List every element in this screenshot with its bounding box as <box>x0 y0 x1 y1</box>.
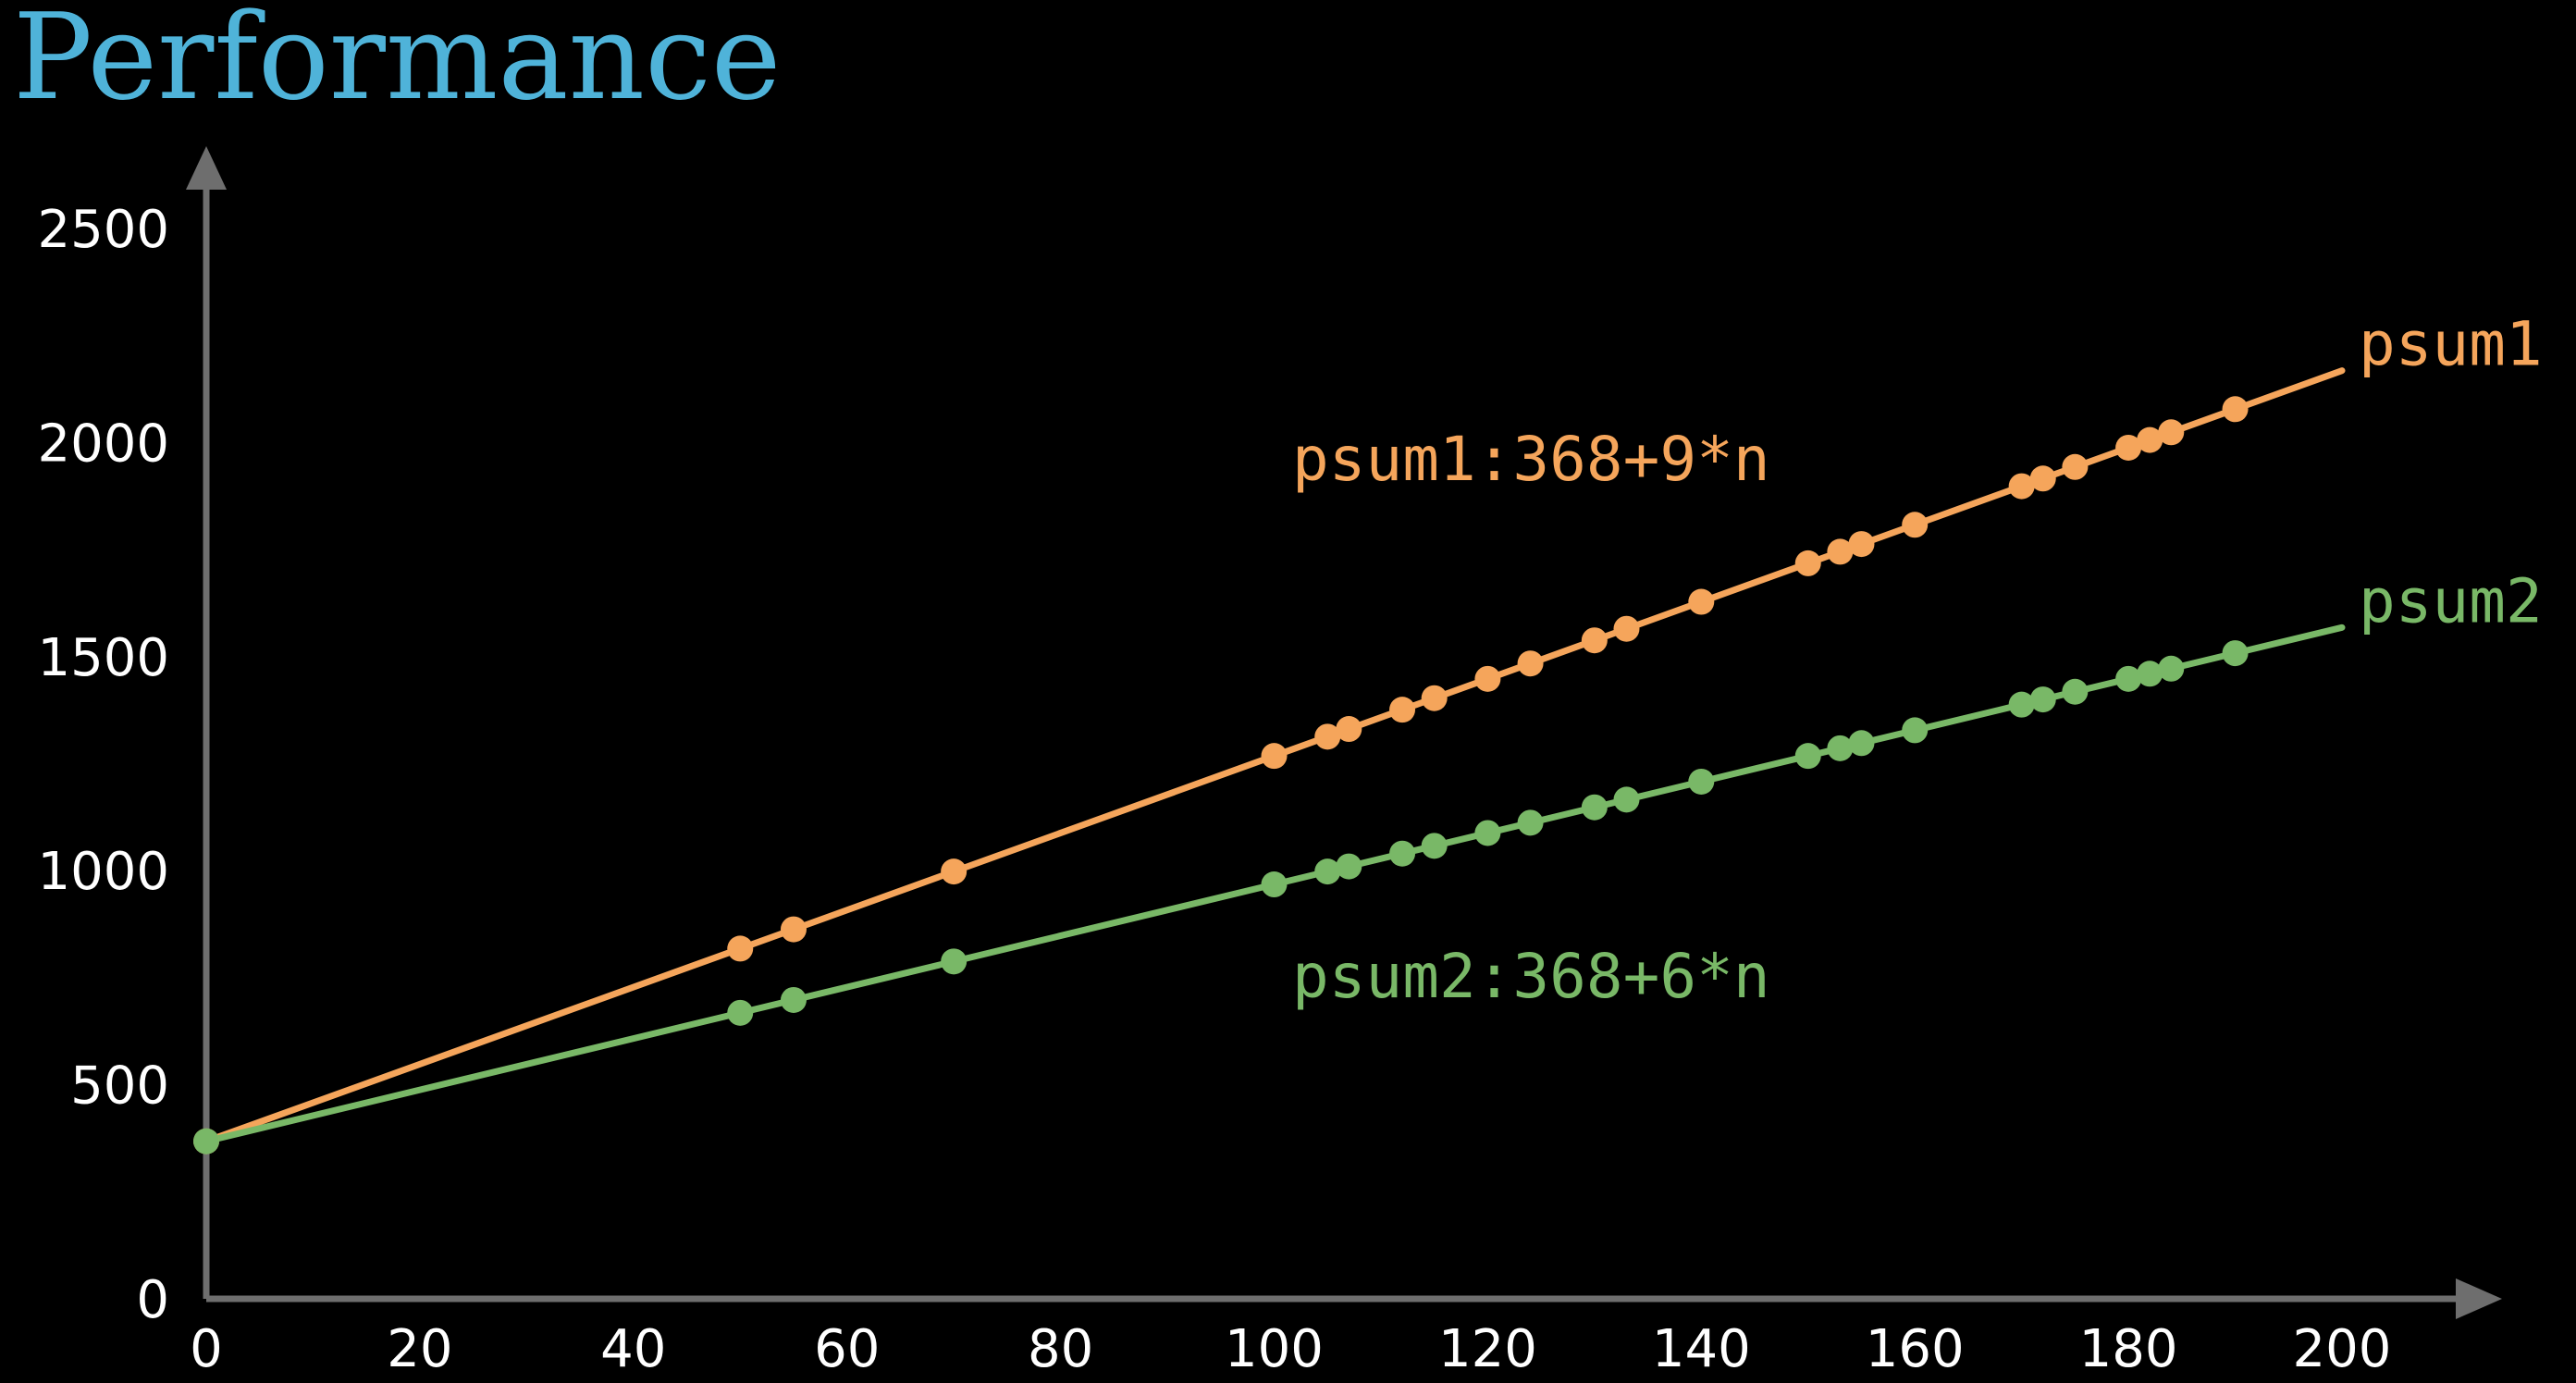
psum1-point <box>1794 549 1821 576</box>
y-tick-label: 2500 <box>37 200 169 260</box>
psum1-point <box>1848 531 1875 558</box>
psum2-point <box>1517 809 1544 836</box>
psum1-point <box>2008 473 2035 500</box>
psum1-point <box>1581 627 1608 654</box>
psum2-point <box>2029 686 2056 713</box>
psum2-point <box>1314 858 1341 885</box>
x-tick-label: 20 <box>387 1319 452 1379</box>
y-tick-label: 2000 <box>37 414 169 474</box>
x-tick-label: 0 <box>190 1319 223 1379</box>
psum2-point <box>1902 717 1929 744</box>
psum1-point <box>2137 426 2163 453</box>
psum2-point <box>1581 794 1608 821</box>
psum1-point <box>941 858 968 885</box>
psum2-point <box>2137 661 2163 687</box>
psum1-point <box>1827 538 1854 565</box>
chart-title: Performance <box>13 0 782 127</box>
psum1-point <box>1688 588 1715 615</box>
y-tick-label: 1500 <box>37 628 169 688</box>
psum2-point <box>1389 840 1416 867</box>
psum2-point <box>1336 853 1362 880</box>
x-tick-label: 160 <box>1866 1319 1965 1379</box>
tick-labels: 0 20 40 60 80 100 120 140 160 180 2000500100015002… <box>37 200 2391 1379</box>
psum1-point <box>2222 396 2249 423</box>
axes <box>186 146 2502 1319</box>
psum2-formula-label: psum2:368+6*n <box>1292 941 1770 1012</box>
y-tick-label: 0 <box>136 1270 169 1330</box>
psum2-point <box>1474 820 1501 846</box>
x-tick-label: 180 <box>2079 1319 2178 1379</box>
psum1-point <box>780 916 807 943</box>
psum2-point <box>1261 871 1288 898</box>
psum2-point <box>1613 786 1640 813</box>
psum1-point <box>1517 650 1544 677</box>
psum1-point <box>2115 434 2142 461</box>
psum2-point <box>780 986 807 1013</box>
y-tick-label: 500 <box>70 1056 169 1117</box>
psum1-point <box>1336 716 1362 743</box>
psum1-point <box>2158 419 2185 446</box>
psum2-point <box>2008 691 2035 718</box>
psum2-point <box>1794 743 1821 770</box>
psum2-point <box>2158 655 2185 682</box>
x-tick-label: 40 <box>600 1319 666 1379</box>
psum2-point <box>2062 678 2089 705</box>
x-tick-label: 200 <box>2293 1319 2392 1379</box>
psum1-formula-label: psum1:368+9*n <box>1292 424 1770 495</box>
psum2-name-label: psum2 <box>2359 565 2543 636</box>
x-tick-label: 60 <box>814 1319 880 1379</box>
series-annotations: psum1 psum2 psum1:368+9*n psum2:368+6*n <box>1292 309 2543 1012</box>
psum2-point <box>193 1128 219 1155</box>
psum1-point <box>1314 723 1341 750</box>
x-tick-label: 140 <box>1652 1319 1751 1379</box>
x-tick-label: 120 <box>1438 1319 1537 1379</box>
x-tick-label: 100 <box>1225 1319 1324 1379</box>
psum2-point <box>941 948 968 975</box>
psum2-point <box>2222 640 2249 667</box>
psum2-point <box>1827 735 1854 761</box>
psum1-point <box>1421 685 1448 711</box>
psum1-point <box>1261 743 1288 770</box>
psum1-point <box>727 935 754 962</box>
psum1-point <box>1613 615 1640 642</box>
psum1-point <box>1474 665 1501 692</box>
psum1-point <box>2062 453 2089 480</box>
data-points <box>193 396 2249 1155</box>
psum1-point <box>1902 512 1929 538</box>
psum2-point <box>1421 833 1448 859</box>
x-axis-arrowhead <box>2456 1278 2502 1319</box>
x-tick-label: 80 <box>1028 1319 1093 1379</box>
psum2-point <box>727 999 754 1026</box>
psum2-point <box>1848 730 1875 757</box>
y-axis-arrowhead <box>186 146 227 190</box>
psum2-point <box>2115 665 2142 692</box>
y-tick-label: 1000 <box>37 842 169 902</box>
psum1-point <box>1389 697 1416 723</box>
psum1-point <box>2029 465 2056 492</box>
psum1-name-label: psum1 <box>2359 309 2543 380</box>
psum2-point <box>1688 768 1715 795</box>
